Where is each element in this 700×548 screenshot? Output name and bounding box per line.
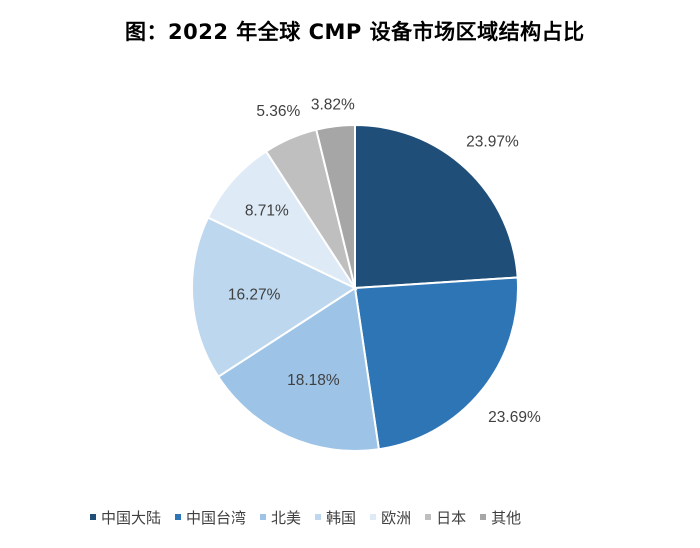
pie-slice-3	[216, 286, 381, 452]
legend-label: 欧洲	[381, 508, 412, 527]
legend-item-7: 其他	[480, 507, 521, 528]
slice-label-3: 18.18%	[287, 372, 340, 389]
slice-label-6: 5.36%	[256, 103, 300, 120]
legend-item-3: 北美	[260, 507, 301, 528]
slice-label-1: 23.97%	[466, 133, 519, 150]
slice-label-7: 3.82%	[311, 96, 355, 113]
slice-label-5: 8.71%	[245, 203, 289, 220]
pie-slice-5	[206, 149, 358, 291]
pie-slice-2	[353, 276, 519, 451]
legend-swatch	[175, 514, 182, 520]
pie-chart: 23.97% 23.69% 18.18% 16.27% 8.71% 5.36% 3.82%	[191, 96, 541, 452]
slice-label-4: 16.27%	[228, 287, 281, 304]
legend-item-5: 欧洲	[370, 507, 411, 528]
legend-swatch	[315, 514, 322, 520]
legend-label: 中国台湾	[186, 508, 247, 527]
pie-slice-4	[191, 216, 358, 379]
legend-label: 日本	[436, 508, 467, 527]
legend-swatch	[480, 514, 487, 520]
chart-title: 图：2022 年全球 CMP 设备市场区域结构占比	[125, 20, 585, 44]
legend-label: 其他	[491, 508, 522, 527]
pie-slice-1	[354, 123, 519, 290]
slice-label-2: 23.69%	[488, 409, 541, 426]
legend-item-2: 中国台湾	[175, 507, 246, 528]
legend-swatch	[370, 514, 377, 520]
legend-label: 北美	[271, 508, 302, 527]
legend-item-4: 韩国	[315, 507, 356, 528]
legend-swatch	[260, 514, 267, 520]
legend-swatch	[425, 514, 432, 520]
legend-label: 韩国	[326, 508, 357, 527]
pie-slice-7	[315, 123, 356, 289]
legend-item-6: 日本	[425, 507, 466, 528]
legend-item-1: 中国大陆	[90, 507, 161, 528]
legend-swatch	[90, 514, 96, 520]
legend-label: 中国大陆	[101, 508, 162, 527]
legend: 中国大陆 中国台湾 北美 韩国 欧洲 日本 其他	[90, 503, 690, 531]
